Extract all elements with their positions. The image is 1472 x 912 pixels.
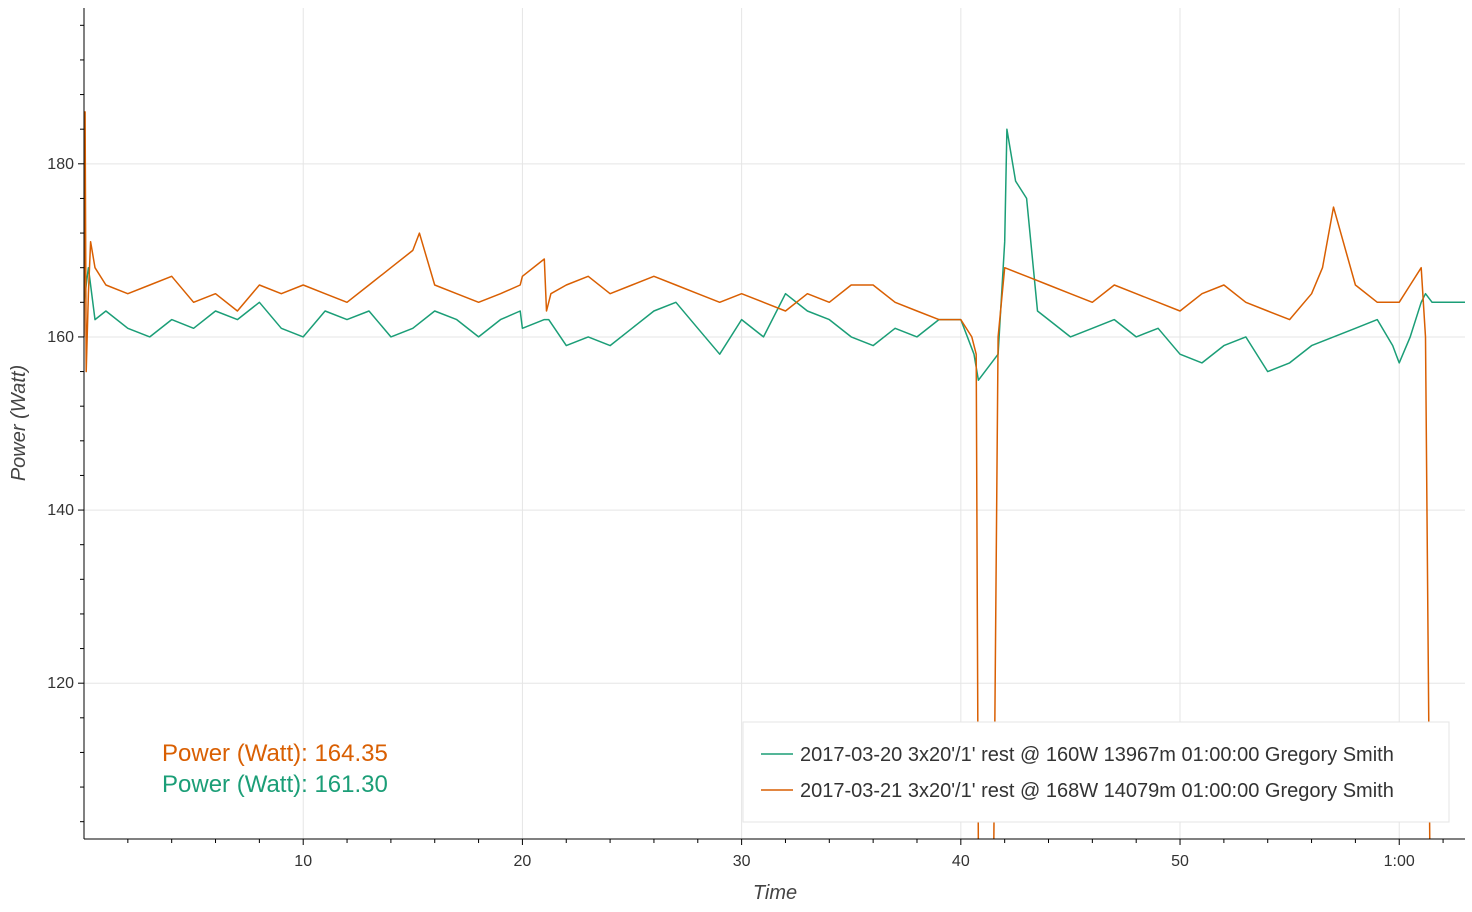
grid: [84, 8, 1465, 839]
y-axis-ticks: 120 140 160 180: [47, 24, 84, 823]
legend-box: [742, 721, 1450, 823]
legend-label-orange: 2017-03-21 3x20'/1' rest @ 168W 14079m 0…: [800, 780, 1394, 802]
y-tick-label: 160: [47, 329, 74, 346]
y-tick-label: 120: [47, 675, 74, 692]
x-tick-label: 20: [514, 853, 532, 870]
x-axis-ticks: 10 20 30 40 50 1:00: [127, 839, 1444, 870]
x-tick-label: 30: [733, 853, 751, 870]
x-axis-title: Time: [753, 882, 797, 904]
y-tick-label: 180: [47, 156, 74, 173]
x-tick-label: 1:00: [1384, 853, 1415, 870]
plot-background: [84, 8, 1465, 839]
axes: [83, 8, 1465, 840]
x-tick-label: 40: [952, 853, 970, 870]
legend-label-green: 2017-03-20 3x20'/1' rest @ 160W 13967m 0…: [800, 744, 1394, 766]
legend: 2017-03-20 3x20'/1' rest @ 160W 13967m 0…: [742, 721, 1450, 823]
annotation-green-average: Power (Watt): 161.30: [162, 771, 388, 798]
y-tick-label: 140: [47, 502, 74, 519]
series-line-0: [84, 128, 1465, 381]
series-line-1: [84, 111, 1431, 839]
x-tick-label: 10: [294, 853, 312, 870]
x-tick-label: 50: [1171, 853, 1189, 870]
y-axis-title: Power (Watt): [8, 365, 30, 481]
series-layer: [84, 111, 1465, 839]
annotation-orange-average: Power (Watt): 164.35: [162, 740, 388, 767]
